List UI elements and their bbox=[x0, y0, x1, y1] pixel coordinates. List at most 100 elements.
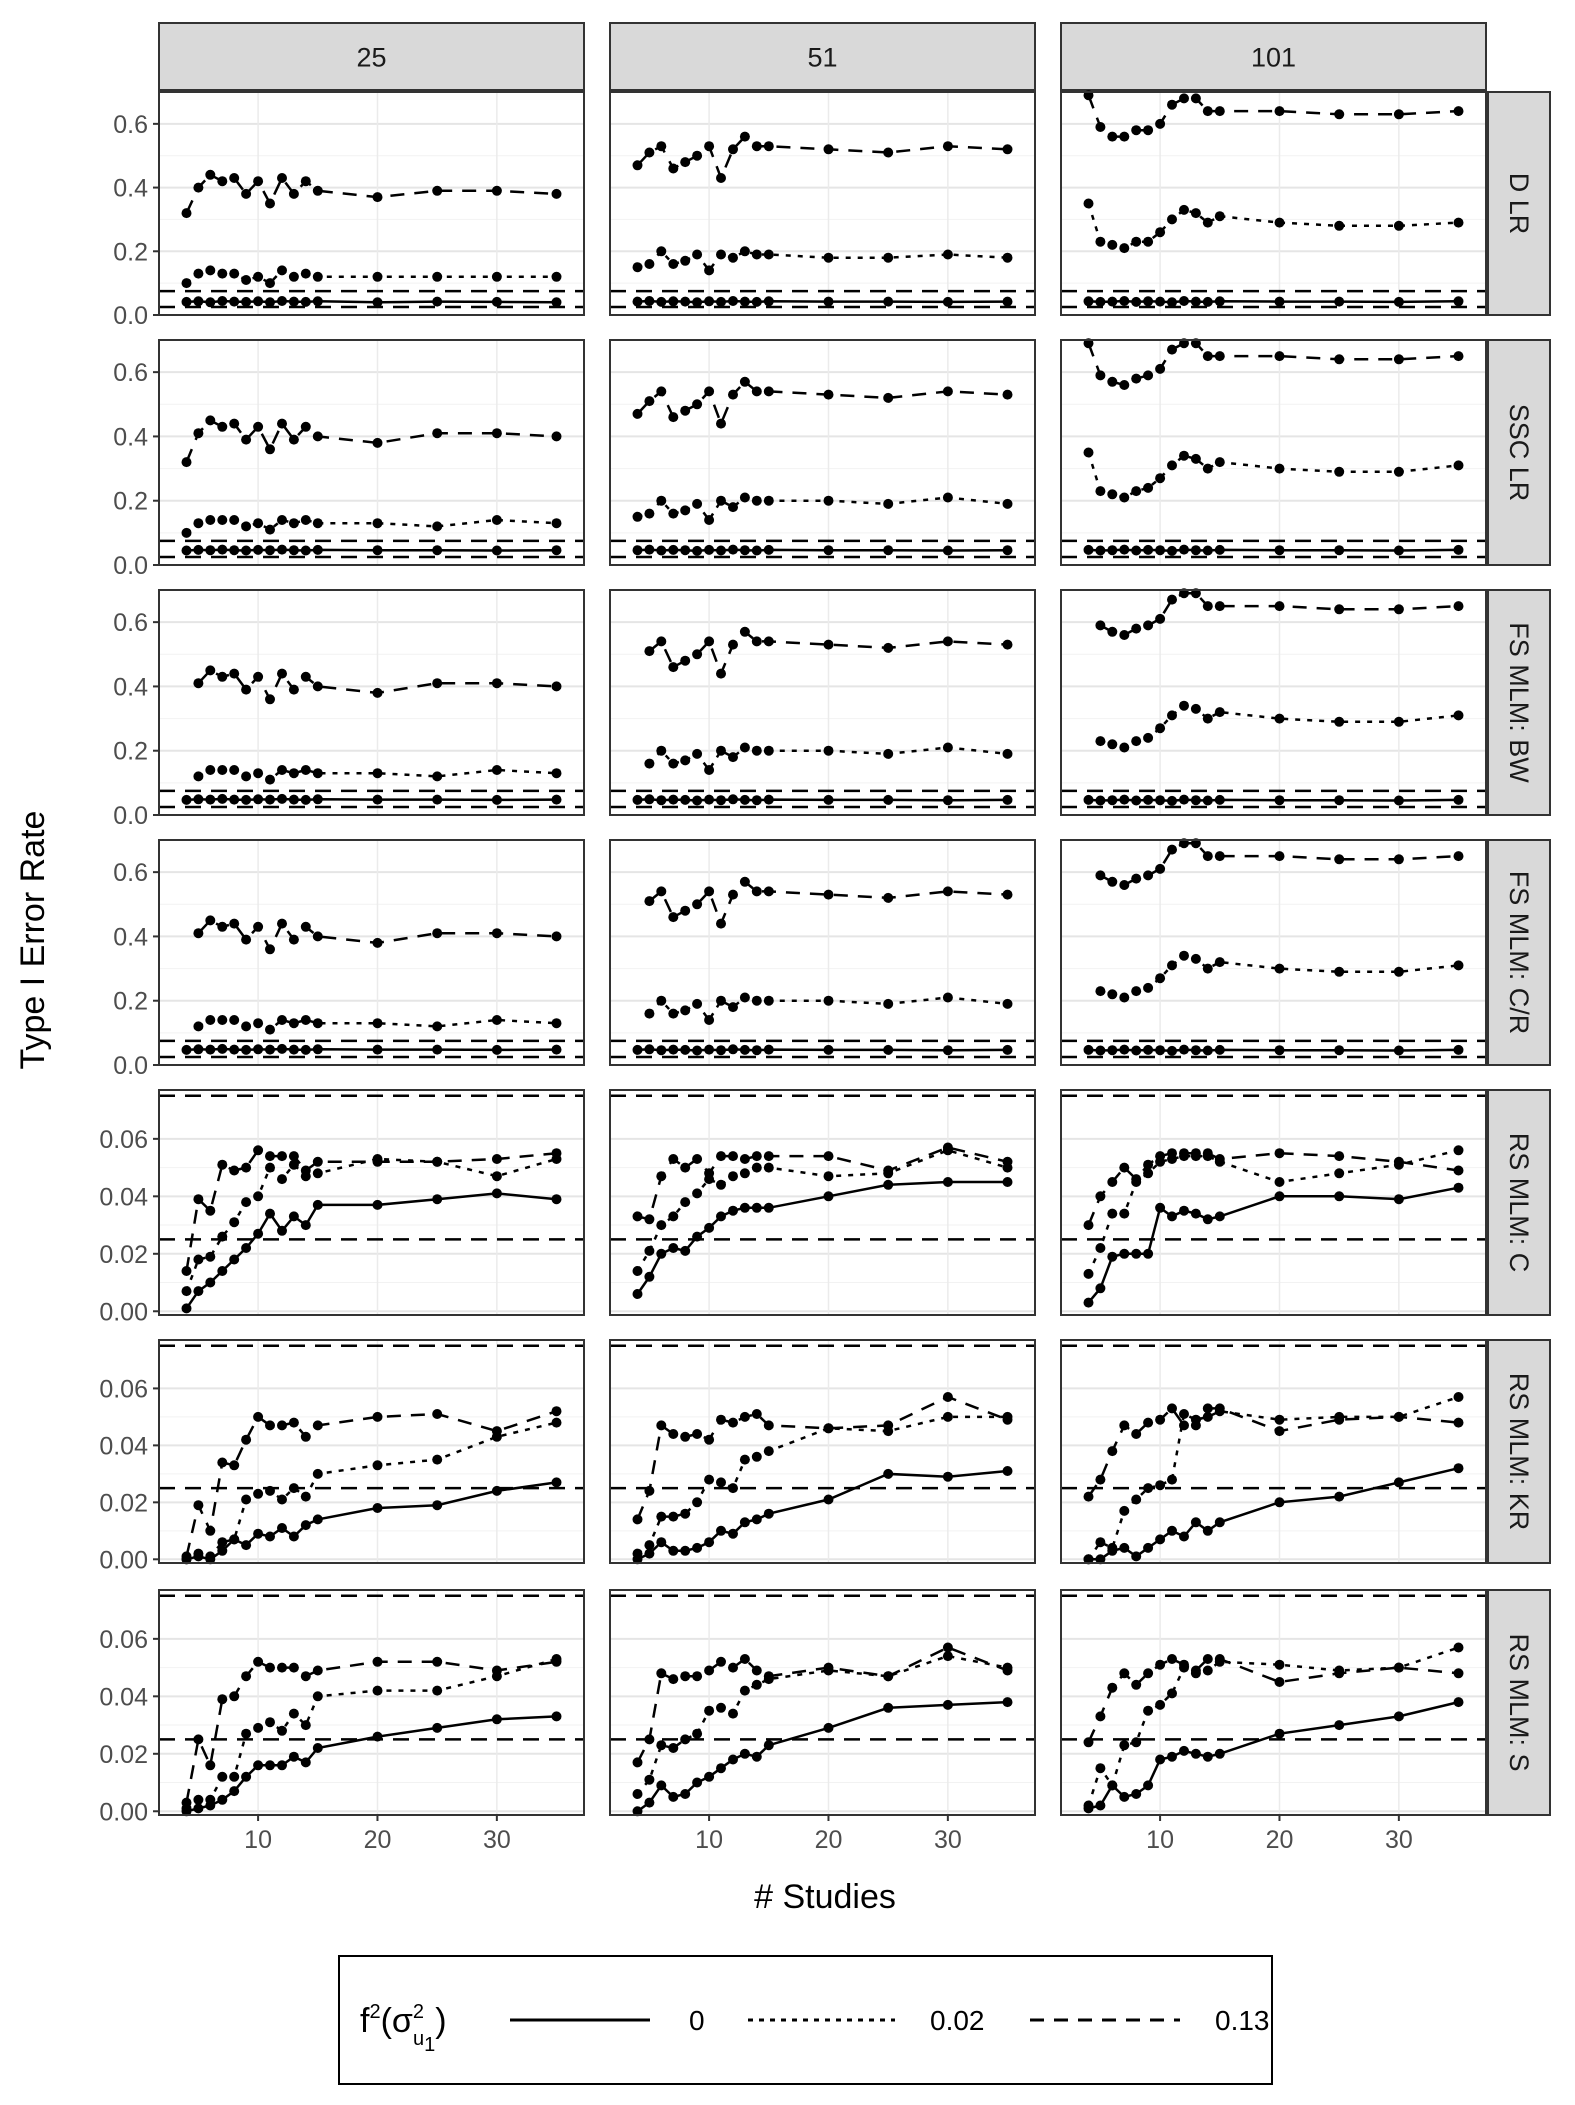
data-point bbox=[229, 268, 240, 279]
data-point bbox=[253, 1411, 264, 1422]
row-strip-rs-mlm-c bbox=[1487, 1089, 1551, 1316]
data-point bbox=[217, 176, 228, 187]
data-point bbox=[942, 492, 953, 503]
data-point bbox=[1107, 989, 1118, 1000]
data-point bbox=[205, 915, 216, 926]
data-point bbox=[1190, 953, 1201, 964]
data-point bbox=[739, 1748, 750, 1759]
data-point bbox=[491, 1044, 502, 1055]
data-point bbox=[1155, 296, 1166, 307]
y-tick-label: 0.2 bbox=[113, 738, 148, 766]
data-point bbox=[193, 518, 204, 529]
data-point bbox=[1393, 966, 1404, 977]
data-point bbox=[1143, 544, 1154, 555]
y-tick-label: 0.2 bbox=[113, 488, 148, 516]
data-point bbox=[1274, 963, 1285, 974]
data-point bbox=[728, 1754, 738, 1765]
data-point bbox=[942, 386, 953, 397]
data-point bbox=[288, 1018, 299, 1029]
data-point bbox=[372, 1411, 383, 1422]
data-point bbox=[253, 1191, 264, 1202]
data-point bbox=[1393, 354, 1404, 365]
data-point bbox=[656, 1537, 667, 1548]
data-point bbox=[1214, 211, 1225, 222]
data-point bbox=[692, 498, 703, 509]
data-point bbox=[739, 742, 750, 753]
data-point bbox=[241, 794, 252, 805]
data-point bbox=[1095, 1800, 1106, 1811]
data-point bbox=[763, 544, 774, 555]
data-point bbox=[1453, 1642, 1464, 1653]
data-point bbox=[372, 518, 383, 529]
data-point bbox=[181, 457, 192, 468]
data-point bbox=[300, 1491, 311, 1502]
data-point bbox=[205, 765, 216, 775]
data-point bbox=[728, 544, 738, 555]
data-point bbox=[751, 386, 762, 397]
panel-background bbox=[159, 590, 584, 815]
data-point bbox=[1202, 217, 1213, 228]
data-point bbox=[1131, 1174, 1142, 1185]
data-point bbox=[692, 249, 703, 260]
data-point bbox=[763, 1446, 774, 1457]
data-point bbox=[217, 1043, 228, 1054]
data-point bbox=[1453, 1392, 1464, 1402]
data-point bbox=[1167, 710, 1177, 721]
data-point bbox=[372, 1044, 383, 1055]
data-point bbox=[277, 1043, 287, 1054]
data-point bbox=[692, 1497, 703, 1508]
series-line-0-13 bbox=[637, 1146, 1008, 1221]
data-point bbox=[551, 1194, 562, 1205]
data-point bbox=[491, 1015, 502, 1025]
data-point bbox=[680, 1162, 691, 1173]
data-point bbox=[1274, 351, 1285, 362]
data-point bbox=[205, 1794, 216, 1805]
data-point bbox=[241, 1671, 252, 1682]
data-point bbox=[1083, 1800, 1094, 1811]
panel-border bbox=[158, 91, 585, 316]
data-point bbox=[656, 636, 667, 647]
data-point bbox=[1119, 1791, 1130, 1802]
data-point bbox=[644, 147, 655, 158]
data-point bbox=[300, 1671, 311, 1682]
data-point bbox=[1143, 982, 1154, 993]
panel-rs-mlm-kr-51 bbox=[609, 1339, 1036, 1565]
x-axis-title: # Studies bbox=[754, 1878, 896, 1916]
data-point bbox=[288, 296, 299, 307]
data-point bbox=[1131, 296, 1142, 307]
data-point bbox=[265, 1717, 275, 1728]
data-point bbox=[716, 418, 726, 429]
data-point bbox=[632, 1289, 643, 1299]
data-point bbox=[1131, 236, 1142, 247]
data-point bbox=[265, 794, 275, 805]
data-point bbox=[1083, 1554, 1094, 1565]
data-point bbox=[656, 886, 667, 897]
data-point bbox=[193, 678, 204, 689]
data-point bbox=[656, 141, 667, 152]
data-point bbox=[1190, 296, 1201, 307]
data-point bbox=[1083, 1220, 1094, 1231]
data-point bbox=[763, 386, 774, 397]
data-point bbox=[372, 545, 383, 556]
data-point bbox=[1083, 1297, 1094, 1308]
data-point bbox=[1107, 1251, 1118, 1262]
series-line-0-13 bbox=[1087, 1151, 1459, 1226]
data-point bbox=[728, 1417, 738, 1428]
data-point bbox=[241, 1243, 252, 1253]
data-point bbox=[644, 896, 655, 907]
data-point bbox=[942, 1651, 953, 1662]
data-point bbox=[253, 1656, 264, 1667]
data-point bbox=[253, 1528, 264, 1539]
data-point bbox=[1155, 795, 1166, 806]
data-point bbox=[229, 765, 240, 775]
data-point bbox=[551, 545, 562, 556]
data-point bbox=[372, 1656, 383, 1667]
data-point bbox=[1214, 1517, 1225, 1528]
data-point bbox=[312, 1168, 323, 1179]
data-point bbox=[193, 268, 204, 279]
data-point bbox=[751, 886, 762, 897]
data-point bbox=[432, 521, 443, 532]
data-point bbox=[1202, 1214, 1213, 1225]
data-point bbox=[1190, 93, 1201, 104]
